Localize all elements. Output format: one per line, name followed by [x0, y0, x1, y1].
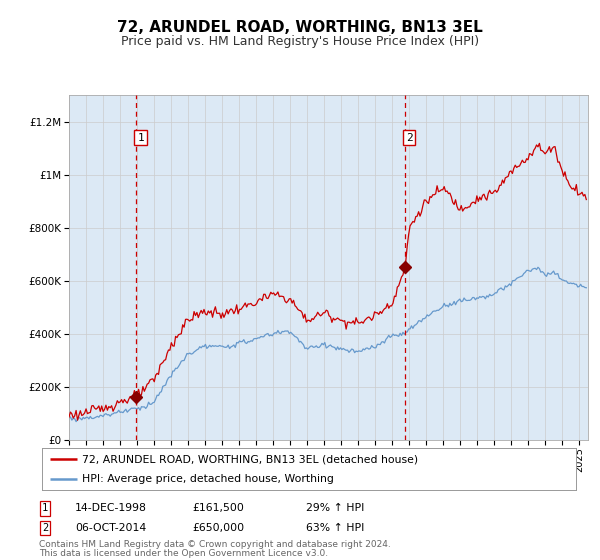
Text: 1: 1: [42, 503, 48, 514]
Text: 1: 1: [137, 133, 144, 143]
Text: £650,000: £650,000: [192, 523, 244, 533]
Text: 14-DEC-1998: 14-DEC-1998: [75, 503, 147, 514]
Text: Contains HM Land Registry data © Crown copyright and database right 2024.: Contains HM Land Registry data © Crown c…: [39, 540, 391, 549]
Text: 72, ARUNDEL ROAD, WORTHING, BN13 3EL: 72, ARUNDEL ROAD, WORTHING, BN13 3EL: [117, 20, 483, 35]
Text: 06-OCT-2014: 06-OCT-2014: [75, 523, 146, 533]
Text: 72, ARUNDEL ROAD, WORTHING, BN13 3EL (detached house): 72, ARUNDEL ROAD, WORTHING, BN13 3EL (de…: [82, 454, 418, 464]
Text: Price paid vs. HM Land Registry's House Price Index (HPI): Price paid vs. HM Land Registry's House …: [121, 35, 479, 48]
Text: 29% ↑ HPI: 29% ↑ HPI: [306, 503, 364, 514]
Text: 63% ↑ HPI: 63% ↑ HPI: [306, 523, 364, 533]
Text: This data is licensed under the Open Government Licence v3.0.: This data is licensed under the Open Gov…: [39, 549, 328, 558]
Text: HPI: Average price, detached house, Worthing: HPI: Average price, detached house, Wort…: [82, 474, 334, 484]
Text: £161,500: £161,500: [192, 503, 244, 514]
Text: 2: 2: [406, 133, 413, 143]
Text: 2: 2: [42, 523, 48, 533]
